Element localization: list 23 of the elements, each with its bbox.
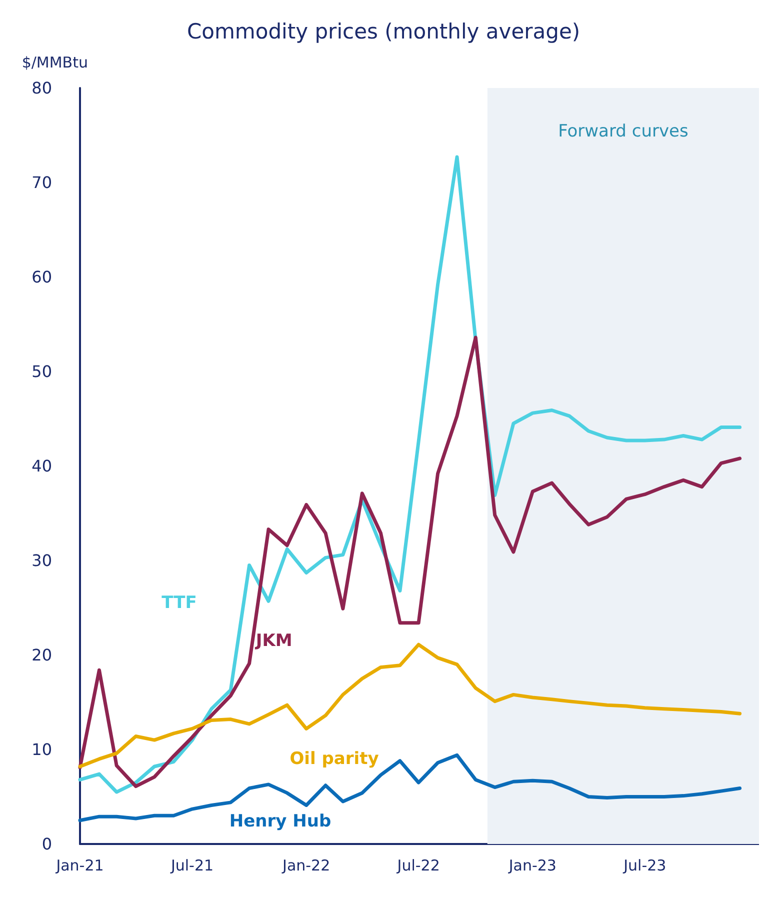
text: TTF [162, 593, 197, 614]
x-tick-label: Jan-23 [508, 856, 556, 874]
line-series [78, 336, 742, 788]
series-label: Oil parity [290, 748, 379, 769]
x-tick-label: Jan-22 [282, 856, 330, 874]
x-tick-label: Jul-21 [170, 856, 214, 874]
y-tick-label: 20 [32, 646, 52, 664]
y-tick-label: 60 [32, 268, 52, 286]
y-axis-title: $/MMBtu [22, 54, 88, 72]
y-tick-label: 0 [42, 834, 52, 854]
x-tick-label: Jan-21 [55, 856, 104, 874]
band-label: Forward curves [558, 122, 688, 142]
y-tick-label: 80 [32, 78, 52, 98]
y-tick-label: 50 [32, 362, 52, 381]
y-tick-label: 70 [32, 173, 52, 192]
x-tick-label: Jul-22 [396, 856, 440, 874]
x-tick-label: Jul-23 [622, 856, 666, 874]
y-tick-label: 30 [32, 551, 52, 570]
y-tick-label: 10 [32, 740, 52, 759]
series-label: JKM [254, 630, 292, 651]
series-label: Henry Hub [229, 811, 332, 832]
y-tick-label: 40 [32, 456, 52, 476]
chart-title: Commodity prices (monthly average) [186, 20, 580, 44]
